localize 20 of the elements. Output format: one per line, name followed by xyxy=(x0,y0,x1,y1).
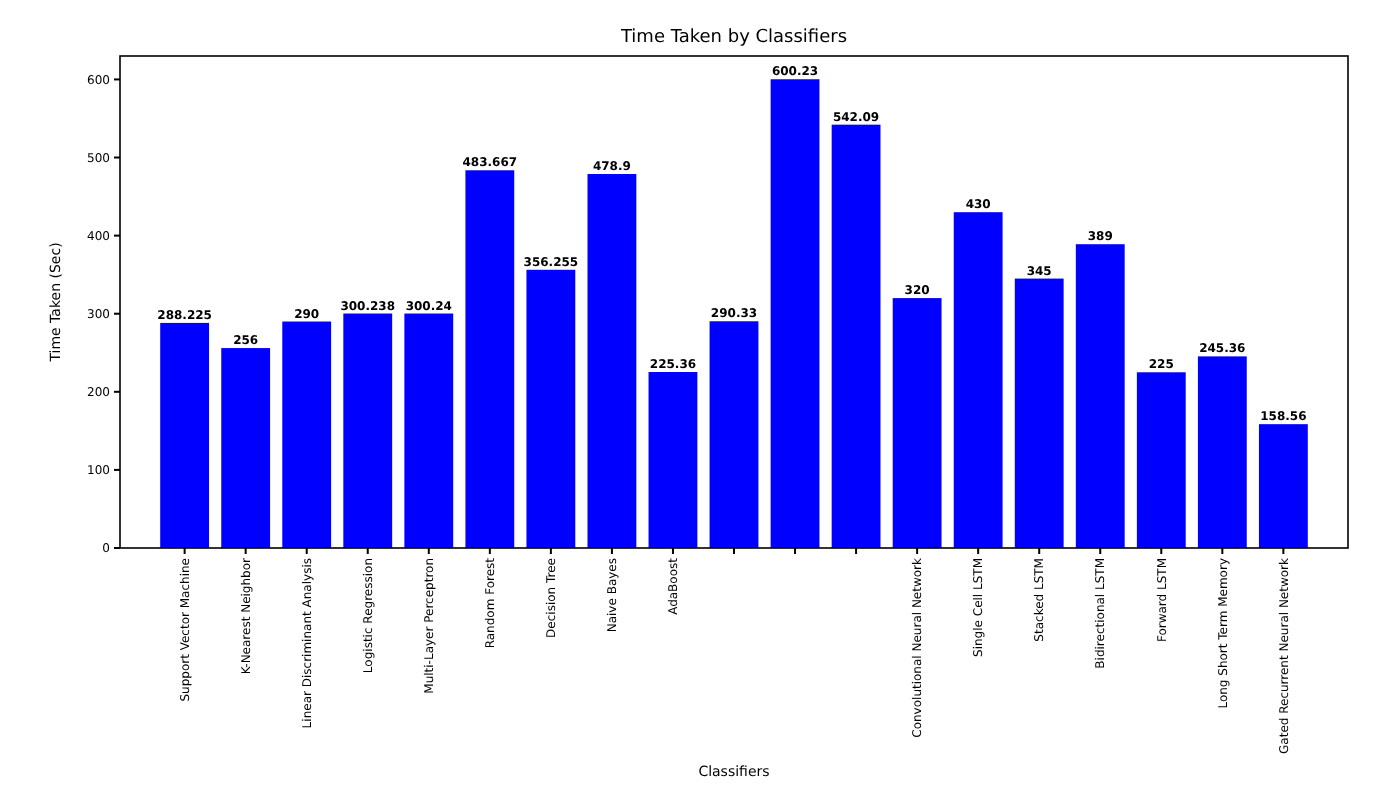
bar xyxy=(648,372,698,548)
bar xyxy=(343,313,393,548)
bar xyxy=(404,313,454,548)
bar xyxy=(221,348,271,548)
bar xyxy=(953,212,1003,548)
bar xyxy=(892,298,942,548)
bar xyxy=(587,174,637,548)
bar xyxy=(1014,278,1064,548)
bar xyxy=(831,124,881,548)
bar xyxy=(1136,372,1186,548)
bar xyxy=(1197,356,1247,548)
bar xyxy=(282,321,332,548)
bar xyxy=(1075,244,1125,548)
bar xyxy=(526,269,576,548)
bar xyxy=(160,322,210,548)
chart-title: Time Taken by Classifiers xyxy=(618,28,848,48)
bar xyxy=(770,79,820,548)
bar xyxy=(709,321,759,548)
bar xyxy=(465,170,515,548)
bar xyxy=(1258,424,1308,548)
